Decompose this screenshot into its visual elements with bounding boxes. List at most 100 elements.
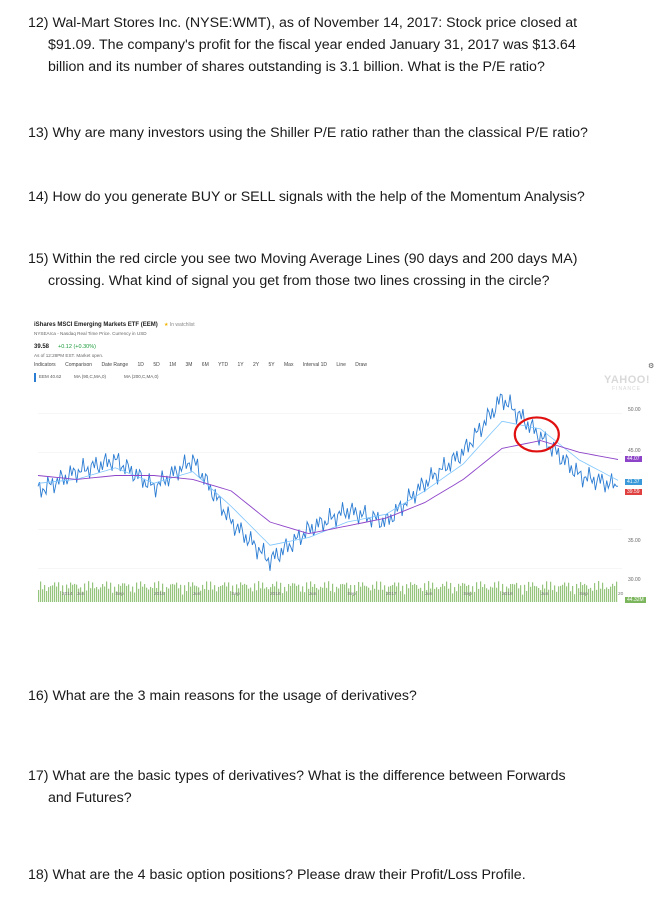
volume-bar (188, 582, 190, 602)
volume-bar (210, 581, 212, 602)
volume-bar (412, 584, 414, 602)
series-line-eem (37, 393, 619, 571)
volume-bar (548, 589, 550, 602)
question-number: 14) (28, 189, 49, 205)
volume-bar (116, 591, 118, 602)
volume-bar (60, 591, 62, 602)
volume-bar (538, 587, 540, 602)
volume-bar (260, 588, 262, 602)
volume-bar (276, 581, 278, 602)
volume-bar (570, 591, 572, 602)
volume-bar (492, 587, 494, 602)
volume-bar (264, 588, 266, 602)
volume-bar (444, 586, 446, 602)
series-line-ma90 (37, 420, 619, 546)
volume-bar (50, 586, 52, 602)
volume-bar (304, 592, 306, 602)
y-tag-price: 39.59 (625, 489, 642, 495)
volume-bar (390, 585, 392, 602)
volume-bar (468, 584, 470, 602)
volume-bar (242, 584, 244, 602)
volume-bar (152, 588, 154, 602)
volume-bar (212, 589, 214, 602)
volume-bar (108, 588, 110, 602)
volume-bar (448, 588, 450, 602)
volume-bar (562, 584, 564, 602)
volume-bar (608, 589, 610, 602)
volume-bar (340, 584, 342, 602)
volume-bar (166, 587, 168, 602)
y-tag-volume: 44.32M (625, 597, 646, 603)
volume-bar (314, 584, 316, 602)
question-number: 16) (28, 688, 49, 704)
volume-bar (130, 591, 132, 602)
volume-bar (338, 588, 340, 602)
volume-bar (140, 581, 142, 602)
volume-bar (616, 581, 618, 602)
volume-bar (230, 591, 232, 602)
volume-bar (134, 592, 136, 602)
volume-bar (296, 585, 298, 602)
volume-bar (40, 581, 42, 602)
volume-bar (392, 584, 394, 602)
chart-plot (37, 393, 622, 602)
volume-bar (520, 585, 522, 602)
exchange-info: NYSEArca - Nasdaq Real Time Price. Curre… (34, 331, 147, 336)
question-number: 15) (28, 251, 49, 267)
volume-bar (446, 581, 448, 602)
series-color-marker (34, 373, 36, 382)
star-icon: ★ (164, 322, 169, 328)
volume-bar (232, 585, 234, 602)
volume-bar (526, 590, 528, 602)
volume-bar (150, 586, 152, 602)
volume-bar (174, 584, 176, 602)
volume-bar (328, 581, 330, 602)
volume-bar (48, 587, 50, 602)
volume-bar (508, 588, 510, 602)
volume-bar (356, 590, 358, 602)
volume-bar (158, 581, 160, 602)
volume-bar (506, 586, 508, 602)
volume-bar (434, 588, 436, 602)
volume-bar (180, 584, 182, 602)
volume-bar (280, 582, 282, 602)
volume-bar (496, 587, 498, 602)
chart-toolbar: Indicators Comparison Date Range 1D 5D 1… (34, 362, 375, 368)
question-number: 13) (28, 125, 49, 141)
volume-bar (320, 586, 322, 602)
volume-bar (278, 588, 280, 602)
yahoo-logo-sub: FINANCE (612, 386, 641, 392)
volume-bar (38, 590, 40, 602)
x-tick-label: Jun (192, 592, 201, 597)
volume-bar (194, 585, 196, 602)
volume-bar (366, 586, 368, 602)
volume-bar (478, 588, 480, 602)
volume-bar (564, 582, 566, 602)
volume-bar (254, 583, 256, 602)
volume-bar (424, 583, 426, 602)
volume-bar (606, 587, 608, 602)
question-text: Wal-Mart Stores Inc. (NYSE:WMT), as of N… (52, 15, 578, 31)
volume-bar (532, 582, 534, 602)
x-tick-label: Sep (231, 592, 240, 597)
volume-bar (58, 582, 60, 602)
volume-bar (348, 588, 350, 602)
volume-bar (330, 590, 332, 602)
volume-bar (274, 586, 276, 602)
volume-bar (490, 586, 492, 602)
toolbar-1d: 1D (137, 362, 144, 368)
volume-bar (218, 586, 220, 602)
volume-bar (126, 585, 128, 602)
volume-bar (420, 587, 422, 602)
volume-bar (326, 587, 328, 602)
volume-bar (432, 582, 434, 602)
volume-bar (554, 585, 556, 602)
volume-bar (542, 584, 544, 602)
volume-bar (96, 587, 98, 602)
volume-bar (206, 581, 208, 602)
price-change: +0.12 (+0.30%) (58, 344, 96, 350)
volume-bar (374, 588, 376, 602)
volume-bar (552, 590, 554, 602)
x-tick-label: 2015 (154, 592, 165, 597)
volume-bar (602, 582, 604, 602)
